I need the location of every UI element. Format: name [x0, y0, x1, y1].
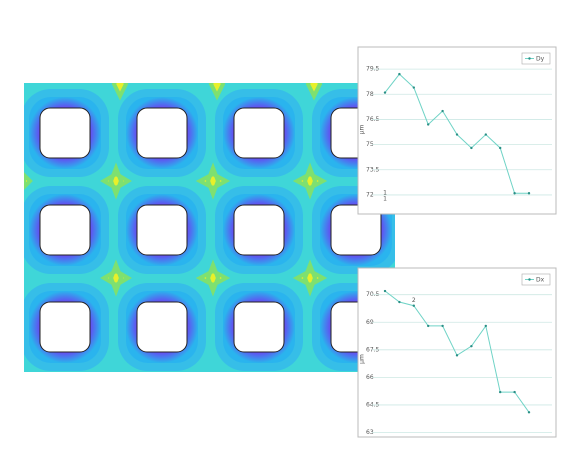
point: [455, 354, 459, 357]
point: [513, 192, 516, 195]
y-tick-label: 69: [366, 319, 374, 326]
point: [441, 109, 444, 113]
point: [427, 324, 430, 328]
chart-panel: [357, 46, 557, 215]
cell-hole: [233, 301, 285, 353]
point: [470, 344, 473, 348]
point: [383, 91, 387, 94]
cell-hole: [330, 204, 382, 256]
legend-marker: [528, 278, 531, 281]
point: [427, 123, 430, 126]
point: [398, 300, 401, 304]
cell-hole: [39, 107, 91, 159]
point: [455, 133, 459, 136]
point: [484, 133, 487, 136]
y-tick-label: 78: [366, 91, 374, 98]
point: [484, 324, 487, 328]
y-tick-label: 75: [366, 141, 374, 148]
cell-hole: [233, 107, 285, 159]
point: [499, 146, 502, 150]
point: [441, 324, 444, 328]
cell-hole: [136, 107, 188, 159]
legend-label: Dy: [536, 56, 545, 63]
point: [398, 72, 401, 76]
point: [527, 192, 531, 195]
legend-box: [521, 52, 551, 65]
cell-hole: [39, 204, 91, 256]
cell-hole: [233, 204, 285, 256]
point: [470, 146, 473, 150]
y-tick-label: 63: [366, 429, 374, 436]
annotation: 2: [412, 297, 416, 304]
point: [412, 86, 415, 89]
point: [513, 390, 516, 394]
x-tick-label: 1: [383, 196, 387, 203]
legend-marker: [528, 57, 531, 60]
y-tick-label: 66: [366, 374, 374, 381]
cell-hole: [136, 204, 188, 256]
legend-box: [521, 273, 551, 286]
point: [383, 289, 387, 293]
point: [412, 304, 415, 307]
y-tick-label: 72: [366, 191, 374, 198]
y-axis-label: μm: [359, 354, 366, 364]
cell-hole: [136, 301, 188, 353]
annotation: 1: [383, 190, 387, 197]
heatmap: [24, 83, 395, 372]
y-axis-label: μm: [359, 125, 366, 135]
legend-label: Dx: [536, 277, 545, 284]
point: [499, 390, 502, 394]
point: [527, 411, 531, 414]
cell-hole: [39, 301, 91, 353]
